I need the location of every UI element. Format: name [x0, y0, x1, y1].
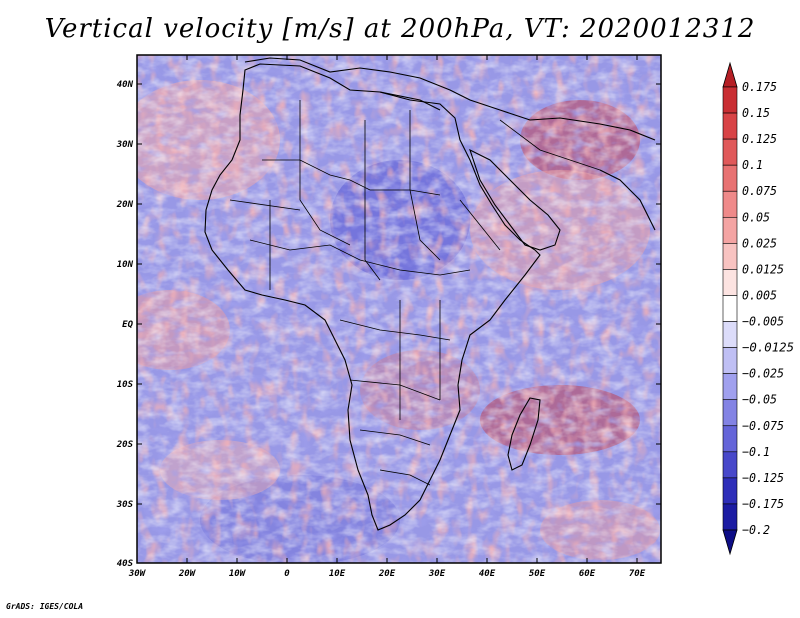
- lat-tick-label: 40N: [117, 80, 134, 90]
- colorbar-segment: [722, 86, 738, 114]
- colorbar-segment: [722, 321, 738, 348]
- colorbar-segment: [722, 503, 738, 531]
- colorbar-segment: [722, 347, 738, 374]
- lon-tick-label: 30W: [128, 569, 147, 579]
- lon-tick-label: 10E: [329, 569, 346, 579]
- lon-tick-label: 20E: [378, 569, 396, 579]
- colorbar-segment: [722, 295, 738, 322]
- arabia-coastline: [469, 148, 561, 251]
- colorbar-level-label: −0.1: [742, 445, 770, 459]
- border-line: [364, 120, 381, 281]
- colorbar-segment: [722, 164, 738, 192]
- border-line: [499, 119, 601, 171]
- colorbar-segment: [722, 477, 738, 505]
- africa-coastline: [204, 63, 541, 531]
- colorbar-level-label: −0.2: [742, 523, 770, 537]
- colorbar-level-label: −0.005: [742, 315, 784, 329]
- colorbar-segment: [722, 425, 738, 453]
- coastlines: [204, 57, 656, 531]
- border-line: [249, 239, 471, 276]
- map-frame: [136, 54, 662, 564]
- colorbar-segment: [722, 399, 738, 427]
- colorbar-level-label: 0.005: [742, 288, 777, 302]
- india-coastline: [599, 169, 656, 231]
- border-line: [229, 199, 301, 211]
- lon-tick-label: 30E: [428, 569, 446, 579]
- madagascar-coastline: [507, 397, 541, 471]
- colorbar-level-label: 0.15: [742, 106, 770, 120]
- lat-tick-label: 30N: [116, 140, 134, 150]
- lat-tick-label: EQ: [122, 320, 133, 330]
- colorbar-segment: [722, 216, 738, 244]
- colorbar-top-arrow: [722, 61, 738, 88]
- colorbar-level-label: 0.1: [742, 158, 763, 172]
- colorbar-level-label: 0.125: [742, 132, 777, 146]
- credit-text: GrADS: IGES/COLA: [6, 602, 84, 611]
- colorbar-level-label: 0.0125: [742, 262, 784, 276]
- lon-tick-label: 0: [284, 569, 290, 579]
- colorbar-level-label: −0.025: [742, 367, 784, 381]
- colorbar-segment: [722, 243, 738, 270]
- mediterranean-coast: [379, 91, 441, 111]
- longitude-axis: 30W 20W 10W 0 10E 20E 30E 40E 50E 60E 70E: [128, 55, 646, 579]
- colorbar-segment: [722, 451, 738, 479]
- colorbar-level-label: 0.025: [742, 236, 777, 250]
- colorbar-level-label: 0.175: [742, 80, 777, 94]
- colorbar-segment: [722, 138, 738, 166]
- border-line: [459, 199, 501, 251]
- lat-tick-label: 10N: [117, 260, 134, 270]
- colorbar-segment: [722, 112, 738, 140]
- border-line: [379, 469, 431, 486]
- lat-tick-label: 30S: [116, 500, 134, 510]
- lon-tick-label: 70E: [629, 569, 646, 579]
- lat-tick-label: 10S: [117, 380, 134, 390]
- chart-title: Vertical velocity [m/s] at 200hPa, VT: 2…: [44, 14, 756, 44]
- map-plot-area: [137, 55, 661, 563]
- latitude-axis: 40N 30N 20N 10N EQ 10S 20S 30S 40S: [116, 80, 661, 569]
- border-line: [409, 110, 441, 261]
- lat-tick-label: 20N: [116, 200, 134, 210]
- colorbar-segment: [722, 373, 738, 401]
- field-texture-white: [137, 55, 661, 563]
- colorbar-level-label: −0.075: [742, 419, 784, 433]
- colorbar-bottom-arrow: [722, 529, 738, 556]
- country-borders: [229, 100, 601, 486]
- colorbar-level-label: −0.175: [742, 497, 784, 511]
- border-line: [359, 429, 431, 446]
- lon-tick-label: 40E: [479, 569, 496, 579]
- colorbar-level-label: 0.05: [742, 210, 770, 224]
- colorbar-level-label: −0.05: [742, 393, 777, 407]
- colorbar-level-label: 0.075: [742, 184, 777, 198]
- colorbar-segment: [722, 190, 738, 218]
- eurasia-coastline: [244, 57, 656, 141]
- colorbar-level-label: −0.0125: [742, 341, 794, 355]
- lon-tick-label: 50E: [529, 569, 546, 579]
- lon-tick-label: 60E: [579, 569, 596, 579]
- colorbar-level-label: −0.125: [742, 471, 784, 485]
- colorbar: 0.175 0.15 0.125 0.1 0.075 0.05 0.025 0.0125 0.0…: [722, 61, 794, 556]
- lat-tick-label: 20S: [116, 440, 134, 450]
- lon-tick-label: 20W: [178, 569, 197, 579]
- border-line: [299, 100, 351, 246]
- colorbar-segment: [722, 269, 738, 296]
- lon-tick-label: 10W: [229, 569, 247, 579]
- lat-tick-label: 40S: [117, 559, 134, 569]
